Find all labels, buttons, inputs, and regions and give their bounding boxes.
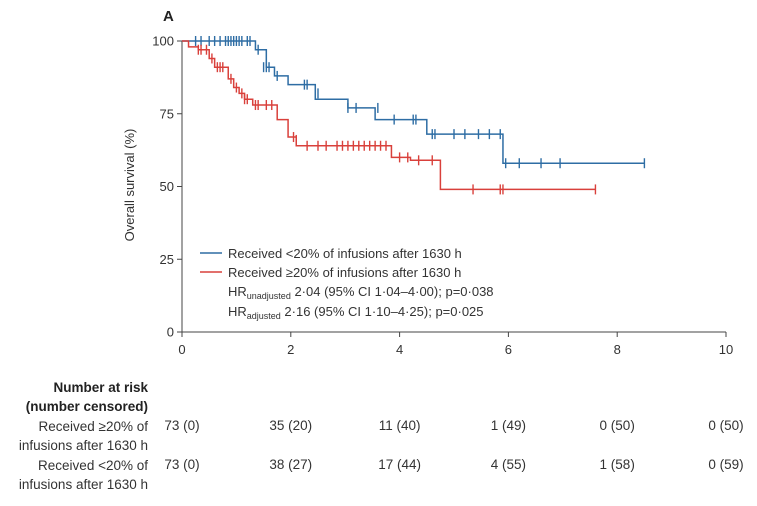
y-axis-title: Overall survival (%) <box>122 129 137 242</box>
legend: Received <20% of infusions after 1630 h … <box>200 246 494 321</box>
hr-unadjusted-value: 2·04 (95% CI 1·04–4·00); p=0·038 <box>291 284 494 299</box>
x-tick-label: 4 <box>396 342 403 357</box>
risk-heading-line1: Number at risk <box>53 380 148 395</box>
risk-row-label-lt20-line2: infusions after 1630 h <box>18 477 148 492</box>
risk-cell: 4 (55) <box>490 457 527 472</box>
risk-cell: 38 (27) <box>269 457 313 472</box>
hr-adjusted-value: 2·16 (95% CI 1·10–4·25); p=0·025 <box>281 304 484 319</box>
risk-cell: 1 (49) <box>490 418 527 433</box>
y-tick-label: 75 <box>160 106 174 121</box>
survival-curve-lt20 <box>182 40 645 164</box>
hr-adjusted-sub: adjusted <box>247 311 281 321</box>
hr-unadjusted: HRunadjusted 2·04 (95% CI 1·04–4·00); p=… <box>228 284 494 301</box>
legend-entry-ge20: Received ≥20% of infusions after 1630 h <box>228 265 461 280</box>
series-layer <box>182 36 646 195</box>
x-tick-label: 8 <box>614 342 621 357</box>
y-tick-label: 100 <box>152 34 174 49</box>
risk-row-label-ge20-line1: Received ≥20% of <box>38 419 148 434</box>
survival-curve-ge20 <box>182 40 596 191</box>
risk-cell: 0 (50) <box>708 418 744 433</box>
risk-row-label-ge20-line2: infusions after 1630 h <box>18 438 148 453</box>
hr-unadjusted-prefix: HR <box>228 284 247 299</box>
risk-cell: 0 (50) <box>599 418 635 433</box>
risk-row-label-lt20-line1: Received <20% of <box>38 458 148 473</box>
hr-unadjusted-sub: unadjusted <box>247 291 291 301</box>
y-tick-label: 0 <box>167 325 174 340</box>
x-tick-label: 2 <box>287 342 294 357</box>
y-tick-label: 50 <box>160 179 174 194</box>
x-tick-label: 0 <box>178 342 185 357</box>
hr-adjusted-prefix: HR <box>228 304 247 319</box>
risk-cell: 11 (40) <box>378 418 421 433</box>
risk-cell: 17 (44) <box>378 457 421 472</box>
risk-cell: 0 (59) <box>708 457 744 472</box>
risk-cell: 73 (0) <box>164 418 200 433</box>
x-tick-label: 6 <box>505 342 512 357</box>
risk-cell: 1 (58) <box>599 457 635 472</box>
x-tick-label: 10 <box>719 342 733 357</box>
panel-label: A <box>163 8 174 25</box>
hr-adjusted: HRadjusted 2·16 (95% CI 1·10–4·25); p=0·… <box>228 304 484 321</box>
risk-cell: 35 (20) <box>269 418 313 433</box>
legend-entry-lt20: Received <20% of infusions after 1630 h <box>228 246 462 261</box>
risk-cell: 73 (0) <box>164 457 200 472</box>
y-tick-label: 25 <box>160 252 174 267</box>
risk-heading-line2: (number censored) <box>25 399 148 414</box>
